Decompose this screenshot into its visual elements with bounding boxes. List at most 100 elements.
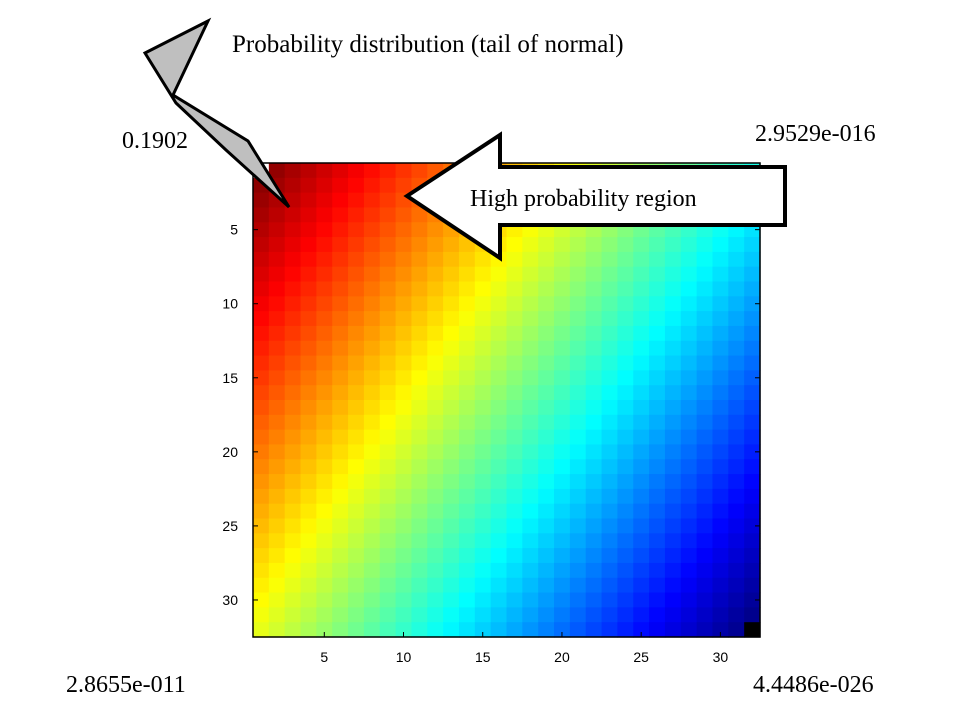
heatmap-cell	[554, 296, 571, 312]
heatmap-cell	[744, 444, 761, 460]
heatmap-cell	[490, 414, 508, 431]
heatmap-cell	[680, 444, 698, 460]
heatmap-cell	[443, 429, 460, 446]
heatmap-cell	[569, 562, 587, 579]
heatmap-cell	[538, 281, 555, 297]
heatmap-cell	[490, 548, 508, 564]
heatmap-cell	[696, 266, 714, 283]
heatmap-cell	[379, 592, 397, 608]
heatmap-cell	[458, 592, 476, 608]
heatmap-cell	[633, 414, 650, 431]
heatmap-cell	[474, 474, 492, 490]
heatmap-cell	[411, 340, 428, 357]
heatmap-cell	[538, 385, 555, 401]
heatmap-cell	[458, 400, 476, 416]
heatmap-cell	[427, 592, 444, 608]
heatmap-cell	[490, 503, 508, 520]
heatmap-cell	[474, 385, 492, 401]
heatmap-cell	[284, 429, 302, 446]
heatmap-cell	[395, 355, 413, 371]
heatmap-cell	[649, 562, 666, 579]
heatmap-cell	[458, 474, 476, 490]
heatmap-cell	[395, 370, 413, 386]
heatmap-cell	[379, 562, 397, 579]
heatmap-cell	[696, 325, 714, 342]
heatmap-cell	[680, 266, 698, 283]
heatmap-cell	[253, 459, 270, 475]
heatmap-cell	[268, 325, 286, 342]
heatmap-cell	[554, 340, 571, 357]
heatmap-cell	[506, 340, 523, 357]
heatmap-cell	[617, 281, 634, 297]
heatmap-cell	[427, 533, 444, 549]
heatmap-cell	[443, 622, 460, 638]
heatmap-cell	[744, 533, 761, 549]
heatmap-cell	[490, 340, 508, 357]
heatmap-cell	[538, 444, 555, 460]
heatmap-cell	[522, 622, 539, 638]
heatmap-cell	[443, 355, 460, 371]
heatmap-cell	[744, 251, 761, 268]
heatmap-cell	[664, 296, 682, 312]
high-probability-label: High probability region	[470, 186, 697, 212]
heatmap-cell	[474, 562, 492, 579]
heatmap-cell	[348, 192, 365, 209]
heatmap-cell	[712, 474, 729, 490]
heatmap-cell	[316, 370, 333, 386]
heatmap-cell	[443, 444, 460, 460]
heatmap-cell	[253, 355, 270, 371]
heatmap-cell	[522, 325, 539, 342]
heatmap-cell	[569, 518, 587, 534]
heatmap-cell	[332, 488, 349, 505]
heatmap-cell	[284, 518, 302, 534]
heatmap-cell	[411, 548, 428, 564]
heatmap-cell	[411, 207, 428, 223]
heatmap-cell	[253, 311, 270, 327]
heatmap-cell	[411, 577, 428, 594]
heatmap-cell	[300, 400, 317, 416]
heatmap-cell	[728, 592, 745, 608]
heatmap-cell	[554, 474, 571, 490]
heatmap-cell	[664, 400, 682, 416]
heatmap-cell	[744, 488, 761, 505]
x-tick-label: 25	[633, 649, 649, 665]
heatmap-cell	[490, 592, 508, 608]
heatmap-cell	[617, 577, 634, 594]
heatmap-cell	[680, 592, 698, 608]
heatmap-cell	[538, 311, 555, 327]
heatmap-cell	[443, 459, 460, 475]
heatmap-cell	[316, 533, 333, 549]
heatmap-cell	[728, 518, 745, 534]
heatmap-cell	[268, 622, 286, 638]
heatmap-cell	[538, 607, 555, 623]
heatmap-cell	[712, 414, 729, 431]
heatmap-cell	[253, 251, 270, 268]
heatmap-cell	[395, 562, 413, 579]
heatmap-cell	[569, 400, 587, 416]
heatmap-cell	[284, 562, 302, 579]
heatmap-cell	[490, 429, 508, 446]
heatmap-cell	[458, 444, 476, 460]
heatmap-cell	[268, 266, 286, 283]
heatmap-cell	[427, 266, 444, 283]
heatmap-cell	[506, 622, 523, 638]
heatmap-cell	[554, 488, 571, 505]
heatmap-cell	[601, 281, 618, 297]
heatmap-cell	[585, 251, 603, 268]
heatmap-cell	[633, 429, 650, 446]
heatmap-cell	[569, 340, 587, 357]
heatmap-cell	[284, 474, 302, 490]
heatmap-cell	[316, 577, 333, 594]
heatmap-cell	[474, 370, 492, 386]
heatmap-cell	[585, 325, 603, 342]
heatmap-cell	[696, 503, 714, 520]
heatmap-cell	[427, 429, 444, 446]
heatmap-cell	[363, 296, 381, 312]
heatmap-cell	[379, 296, 397, 312]
heatmap-cell	[538, 251, 555, 268]
heatmap-cell	[649, 385, 666, 401]
heatmap-cell	[569, 281, 587, 297]
heatmap-cell	[522, 607, 539, 623]
heatmap-cell	[395, 488, 413, 505]
heatmap-cell	[649, 474, 666, 490]
